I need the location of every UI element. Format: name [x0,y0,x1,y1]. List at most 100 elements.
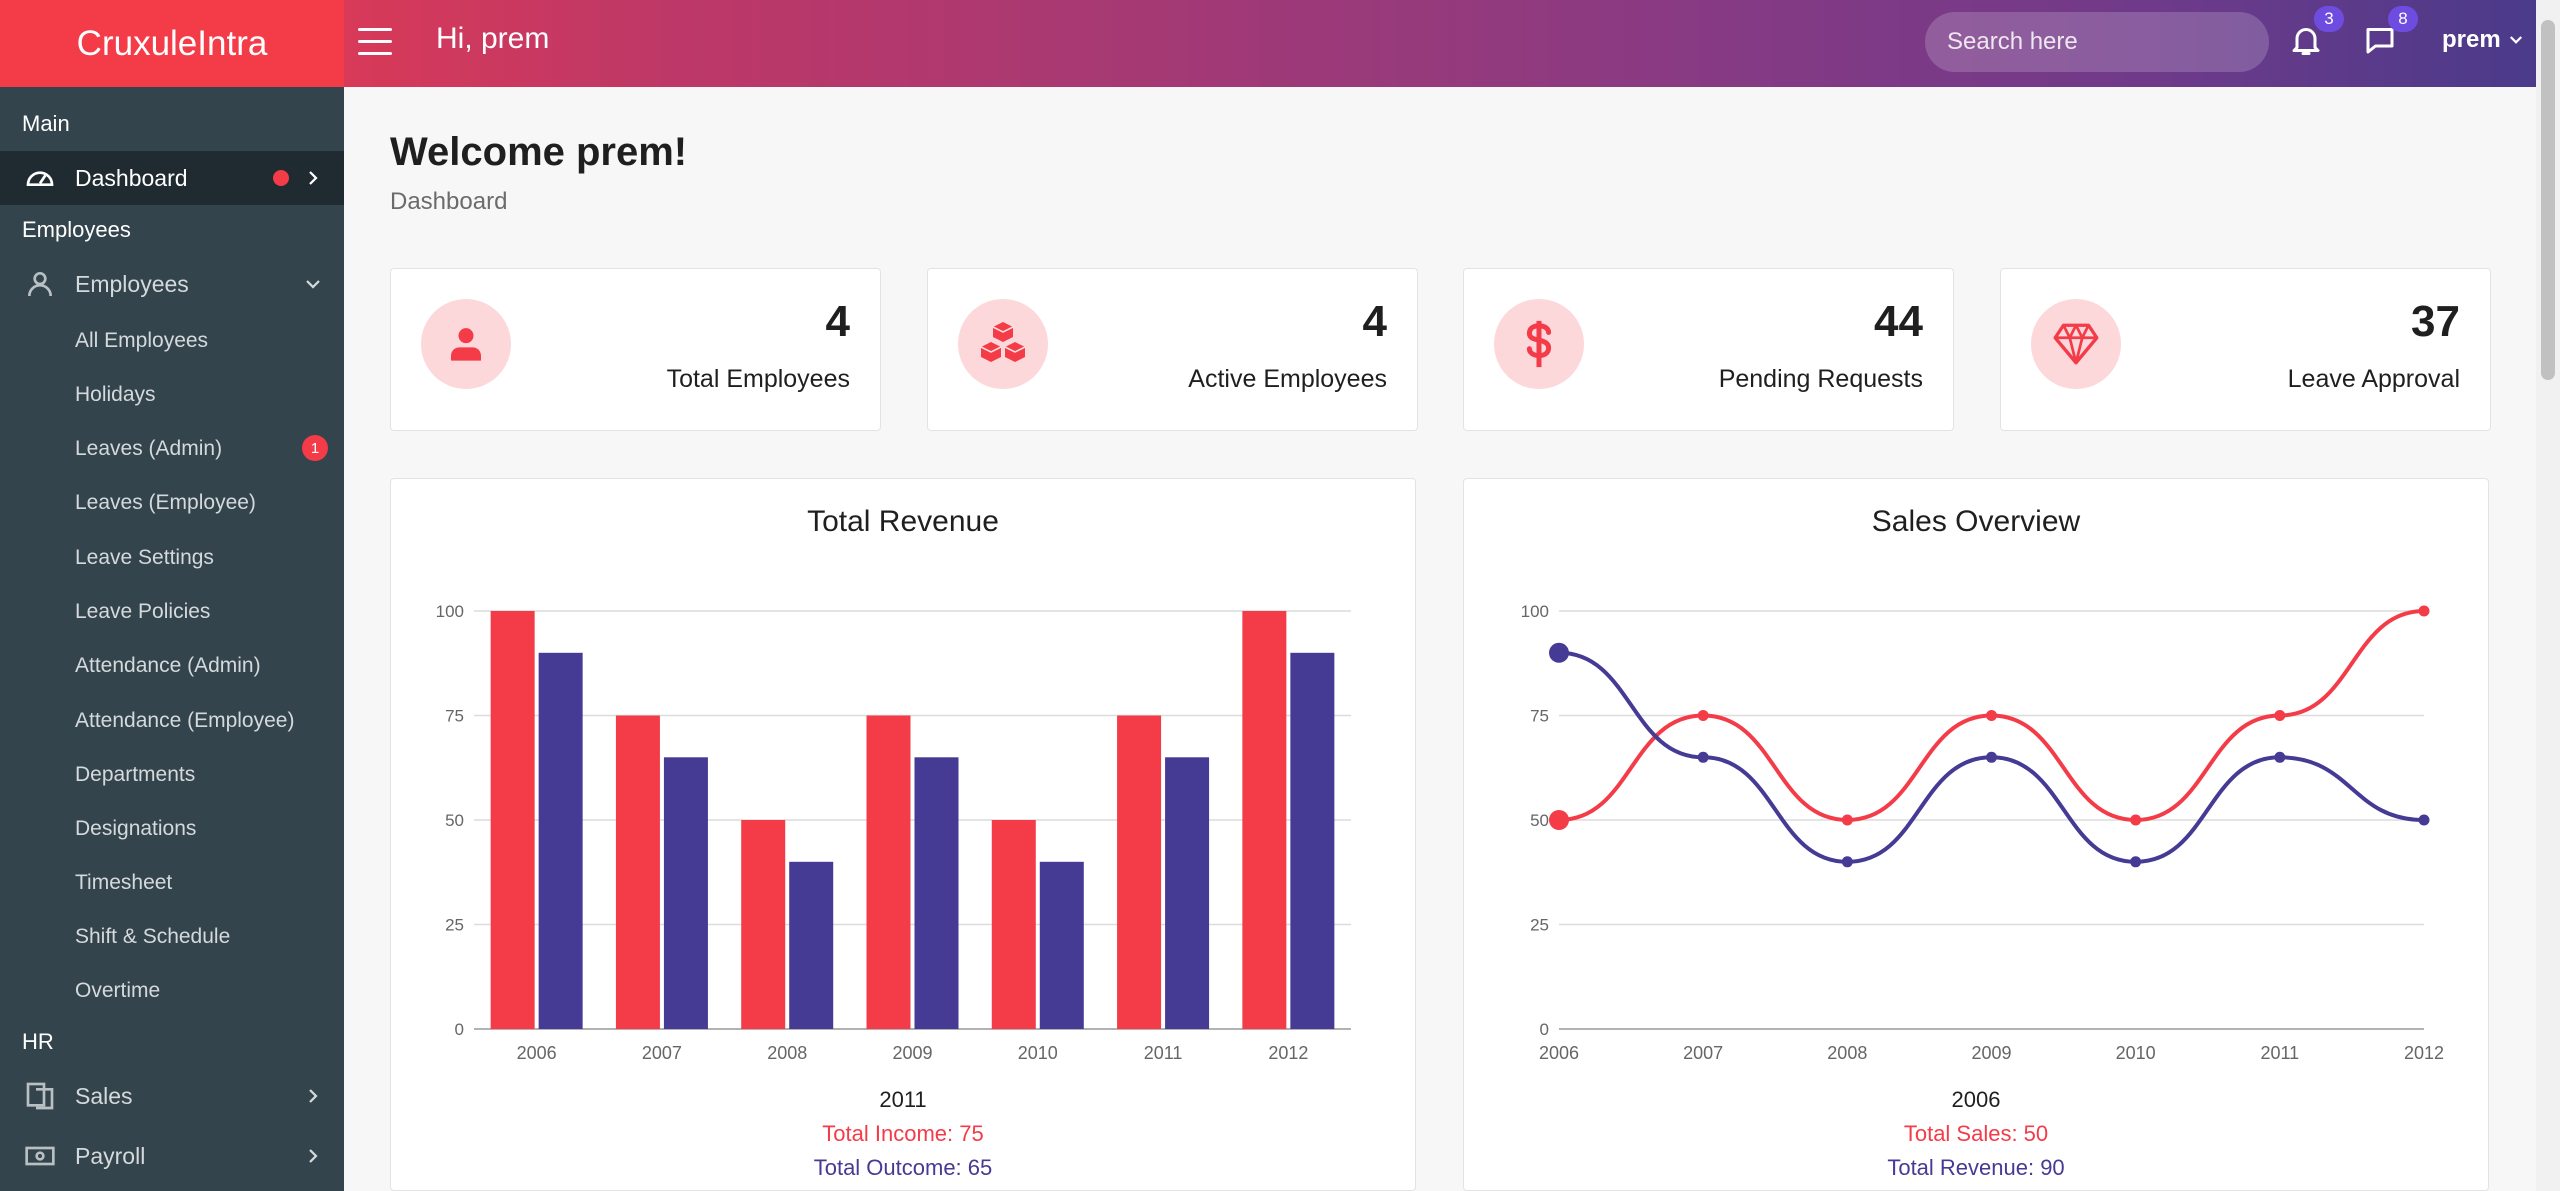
bar-income[interactable] [991,820,1036,1029]
chart-title: Sales Overview [1871,505,2081,538]
data-point[interactable] [1697,710,1709,721]
chevron-right-icon [309,171,318,185]
sidebar-sub-departments[interactable]: Departments [75,763,196,786]
user-menu[interactable]: prem [2442,26,2525,54]
bar-income[interactable] [741,820,786,1029]
sidebar-item-label: Employees [75,270,189,297]
search-input[interactable] [1947,28,2257,56]
search-box [1925,12,2269,72]
sidebar-item-label: Sales [75,1082,133,1109]
sidebar-sub-timesheet[interactable]: Timesheet [75,871,173,894]
sidebar-section-employees: Employees [22,217,131,242]
messages-button[interactable]: 8 [2362,6,2418,62]
breadcrumb: Dashboard [390,188,508,215]
sidebar-sub-attendance-admin[interactable]: Attendance (Admin) [75,654,261,677]
leaves-admin-badge: 1 [302,435,328,461]
data-point[interactable] [2418,814,2430,826]
sidebar-sub-attendance-employee[interactable]: Attendance (Employee) [75,709,295,732]
sidebar-sub-leaves-admin[interactable]: Leaves (Admin) [75,437,223,460]
sidebar-item-label: Dashboard [75,164,188,191]
data-point[interactable] [1986,751,1997,763]
data-point[interactable] [1549,810,1569,830]
sidebar: Main Dashboard Employees Employees All E… [0,87,344,1191]
notifications-button[interactable]: 3 [2288,6,2344,62]
bell-icon [2292,28,2320,55]
top-header: CruxuleIntra Hi, prem 3 8 prem [0,0,2536,87]
bar-income[interactable] [1242,611,1287,1029]
y-tick-label: 25 [445,916,464,935]
stat-label: Active Employees [1188,365,1387,393]
stat-value: 44 [1874,297,1923,346]
sidebar-sub-leaves-employee[interactable]: Leaves (Employee) [75,491,256,514]
x-tick-label: 2006 [1539,1043,1579,1063]
stat-label: Total Employees [666,365,850,393]
bar-outcome[interactable] [789,861,834,1029]
data-point[interactable] [1986,710,1997,721]
dashboard-gauge-icon [26,171,54,186]
x-tick-label: 2008 [1827,1043,1867,1063]
bar-chart: 0 25 50 75 100 2006 2007 2008 2009 2010 2011 2012 [436,602,1351,1063]
copy-icon [26,1082,54,1110]
y-tick-label: 75 [445,707,464,726]
notifications-badge: 3 [2314,6,2344,32]
x-tick-label: 2010 [1018,1043,1058,1063]
sidebar-sub-leave-policies[interactable]: Leave Policies [75,600,211,623]
stat-card-pending-requests: 44 Pending Requests [1463,268,1954,431]
data-point[interactable] [1549,642,1569,663]
sidebar-sub-overtime[interactable]: Overtime [75,979,161,1002]
page-title: Welcome prem! [390,130,688,174]
data-point[interactable] [2130,856,2142,868]
bar-income[interactable] [490,611,535,1029]
chat-icon [2366,28,2394,54]
bar-outcome[interactable] [914,757,959,1029]
sidebar-sub-designations[interactable]: Designations [75,817,197,840]
bar-income[interactable] [1117,715,1162,1030]
page-scrollbar[interactable] [2536,0,2560,1191]
data-point[interactable] [1841,814,1853,826]
sidebar-item-label: Payroll [75,1142,146,1169]
bar-income[interactable] [615,715,660,1030]
active-dot [273,170,289,186]
scrollbar-thumb[interactable] [2541,20,2555,380]
bar-outcome[interactable] [1039,861,1084,1029]
data-point[interactable] [1697,751,1709,763]
bar-outcome[interactable] [538,652,583,1029]
sidebar-sub-leave-settings[interactable]: Leave Settings [75,546,214,569]
chart-legend-revenue: Total Revenue: 90 [1887,1155,2065,1180]
data-point[interactable] [1841,856,1853,868]
data-point[interactable] [2418,605,2430,617]
x-tick-label: 2011 [1144,1043,1183,1063]
bar-income[interactable] [866,715,911,1030]
chevron-down-icon [306,280,320,289]
sidebar-item-employees[interactable]: Employees [0,257,344,311]
x-tick-label: 2009 [892,1043,932,1063]
line-chart: 0 25 50 75 100 2006 2007 2008 2009 2010 2011 2012 [1521,602,2444,1063]
x-tick-label: 2008 [767,1043,807,1063]
stat-label: Leave Approval [2287,365,2460,393]
sidebar-item-sales[interactable]: Sales [0,1069,344,1123]
bar-outcome[interactable] [663,757,708,1029]
y-tick-label: 0 [1540,1020,1549,1039]
diamond-icon [2031,299,2121,389]
brand-logo[interactable]: CruxuleIntra [0,0,344,87]
sidebar-sub-holidays[interactable]: Holidays [75,383,156,406]
user-outline-icon [28,272,52,297]
x-tick-label: 2012 [1268,1043,1308,1063]
sidebar-item-payroll[interactable]: Payroll [0,1129,344,1183]
data-point[interactable] [2130,814,2142,826]
sidebar-sub-shift-schedule[interactable]: Shift & Schedule [75,925,231,948]
sidebar-item-dashboard[interactable]: Dashboard [0,151,344,205]
bar-outcome[interactable] [1290,652,1335,1029]
stat-value: 4 [1362,297,1387,346]
data-point[interactable] [2274,710,2286,721]
chart-card-sales-overview: Sales Overview 0 25 50 75 100 2006 2007 2008 200… [1463,478,2489,1191]
chart-legend-income: Total Income: 75 [822,1121,984,1146]
bar-outcome[interactable] [1165,757,1210,1029]
menu-toggle-icon[interactable] [358,28,392,56]
sidebar-sub-all-employees[interactable]: All Employees [75,329,209,352]
data-point[interactable] [2274,751,2286,763]
chart-title: Total Revenue [807,505,999,538]
x-tick-label: 2011 [2260,1043,2299,1063]
y-tick-label: 100 [1521,602,1549,621]
stat-value: 4 [825,297,850,346]
